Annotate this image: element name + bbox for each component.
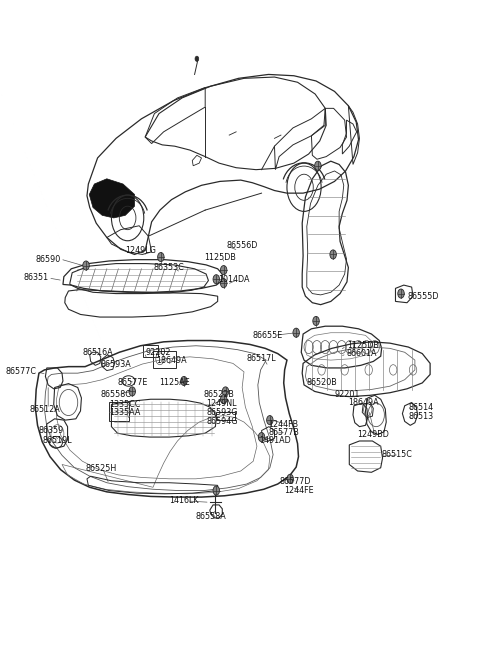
Circle shape	[157, 252, 164, 261]
Circle shape	[313, 316, 319, 326]
Circle shape	[195, 56, 199, 62]
Text: 86593G: 86593G	[206, 408, 238, 417]
Text: 86577E: 86577E	[118, 379, 148, 388]
Text: 86351: 86351	[23, 273, 48, 282]
Circle shape	[315, 161, 321, 170]
Text: 86593A: 86593A	[101, 360, 132, 369]
Text: 1244FE: 1244FE	[284, 486, 313, 495]
Text: 1244FB: 1244FB	[268, 420, 299, 428]
Text: 86577B: 86577B	[268, 428, 300, 437]
Text: 1416LK: 1416LK	[169, 496, 199, 506]
Text: 86353C: 86353C	[153, 263, 184, 272]
Text: 1249BD: 1249BD	[358, 430, 389, 439]
Circle shape	[220, 265, 227, 274]
Text: 86577D: 86577D	[279, 477, 311, 486]
Bar	[216, 412, 235, 420]
Bar	[109, 402, 129, 421]
Text: 86519L: 86519L	[42, 436, 72, 445]
Circle shape	[220, 395, 227, 404]
Circle shape	[258, 432, 265, 441]
Text: 86594G: 86594G	[206, 417, 238, 426]
Text: 18649A: 18649A	[348, 398, 379, 407]
Text: 86515C: 86515C	[382, 450, 412, 459]
Polygon shape	[89, 179, 134, 218]
Circle shape	[330, 250, 336, 259]
Circle shape	[83, 261, 89, 270]
Text: 86601A: 86601A	[347, 349, 377, 358]
Text: 18649A: 18649A	[156, 356, 187, 365]
Text: 86558A: 86558A	[196, 512, 227, 521]
Text: 86514: 86514	[408, 403, 433, 411]
Text: 1249LG: 1249LG	[125, 246, 156, 255]
Text: 86512A: 86512A	[30, 405, 60, 413]
Circle shape	[293, 328, 300, 337]
Text: 86522B: 86522B	[204, 390, 235, 398]
Text: 1335CC: 1335CC	[109, 400, 141, 409]
Bar	[154, 351, 176, 368]
Text: 86516A: 86516A	[83, 348, 113, 357]
Circle shape	[287, 474, 293, 483]
Text: 1125AE: 1125AE	[159, 379, 190, 388]
Text: 86555D: 86555D	[407, 291, 439, 301]
Text: 1014DA: 1014DA	[217, 274, 249, 284]
Circle shape	[213, 274, 219, 284]
Circle shape	[222, 387, 229, 396]
Circle shape	[220, 278, 227, 288]
Text: 86520B: 86520B	[307, 379, 337, 388]
Text: 1125DB: 1125DB	[347, 341, 379, 350]
Circle shape	[181, 377, 187, 386]
Circle shape	[398, 289, 404, 298]
Circle shape	[129, 387, 135, 396]
Text: 86513: 86513	[408, 412, 433, 421]
Text: 1335AA: 1335AA	[109, 408, 141, 417]
Text: 92202: 92202	[145, 348, 171, 357]
Text: 1249NL: 1249NL	[206, 399, 237, 407]
Text: 1125DB: 1125DB	[204, 253, 236, 261]
Bar	[144, 345, 158, 357]
Text: 1491AD: 1491AD	[259, 436, 291, 445]
Text: 86577C: 86577C	[5, 367, 36, 377]
Text: 86517L: 86517L	[247, 354, 276, 364]
Text: 86590: 86590	[36, 255, 60, 263]
Circle shape	[213, 486, 219, 495]
Text: 86558C: 86558C	[101, 390, 132, 398]
Text: 86655E: 86655E	[252, 331, 283, 340]
Text: 86359: 86359	[39, 426, 64, 435]
Circle shape	[266, 415, 273, 424]
Text: 86525H: 86525H	[85, 464, 116, 473]
Text: 92201: 92201	[335, 390, 360, 398]
Text: 86556D: 86556D	[227, 242, 258, 250]
